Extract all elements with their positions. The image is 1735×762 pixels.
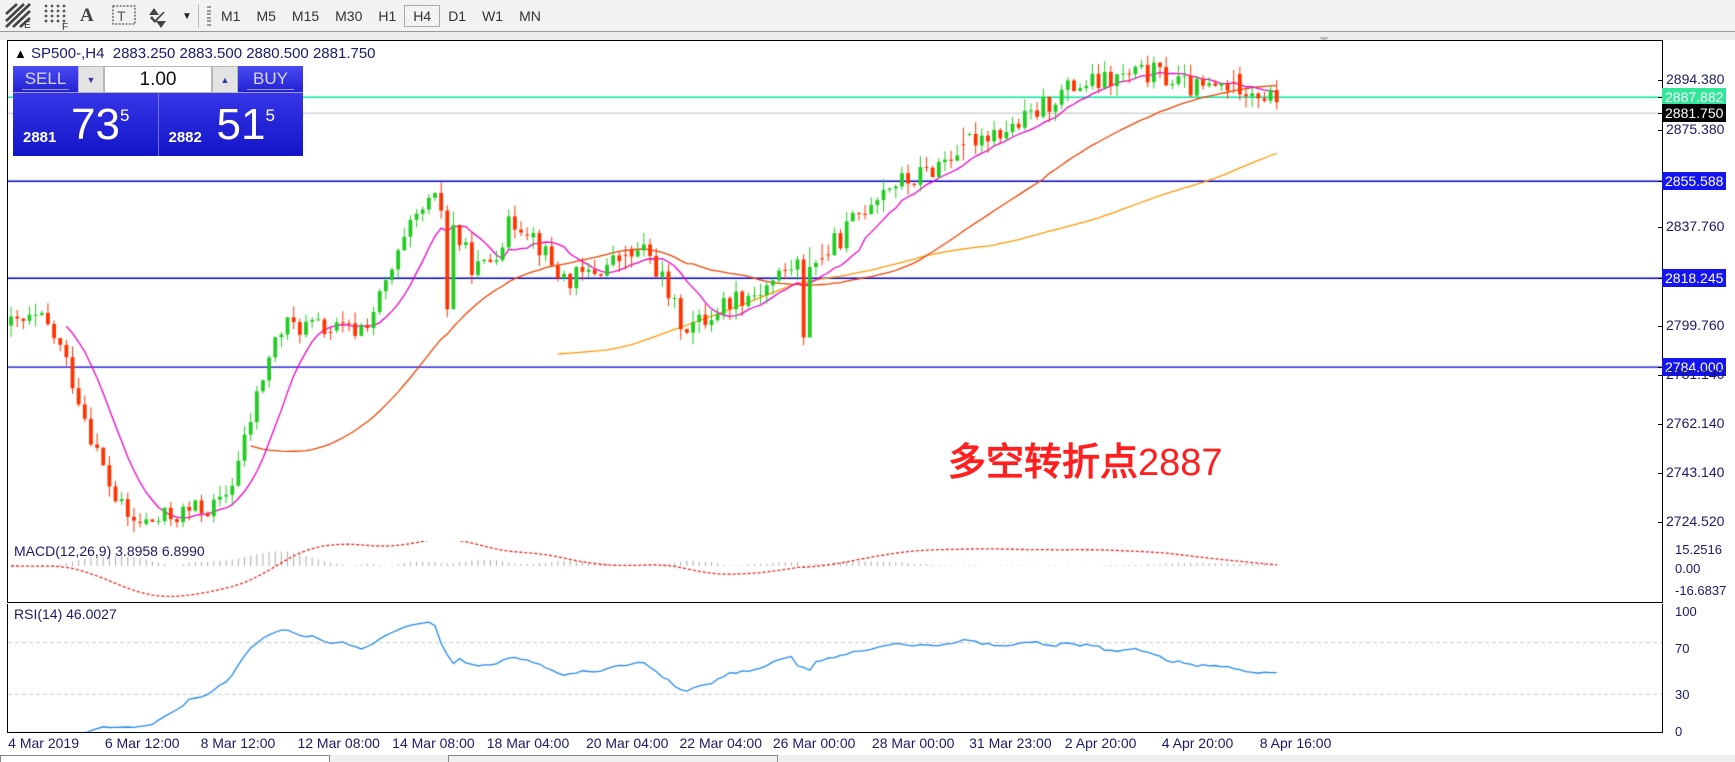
svg-text:T: T	[117, 8, 126, 24]
svg-text:E: E	[24, 20, 31, 31]
svg-text:F: F	[62, 22, 68, 31]
